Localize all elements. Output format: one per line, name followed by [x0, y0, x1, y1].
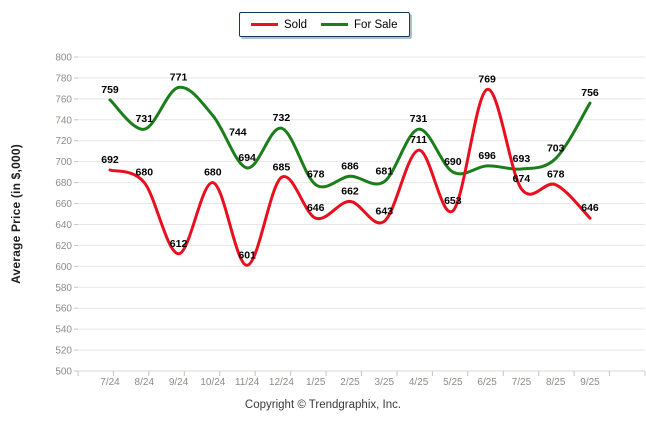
- y-tick-label: 680: [55, 178, 72, 189]
- for-sale-value-label: 732: [273, 112, 291, 124]
- sold-value-label: 769: [478, 73, 496, 85]
- sold-value-label: 674: [513, 173, 531, 185]
- for-sale-value-label: 690: [444, 156, 462, 168]
- for-sale-value-label: 731: [410, 113, 428, 125]
- for-sale-line-swatch: [321, 23, 349, 26]
- x-tick-label: 5/25: [443, 377, 463, 388]
- y-tick-label: 740: [55, 115, 72, 126]
- copyright-text: Copyright © Trendgraphix, Inc.: [244, 399, 402, 411]
- sold-value-label: 612: [170, 238, 188, 250]
- sold-value-label: 601: [238, 249, 256, 261]
- legend-item-for-sale: For Sale: [321, 18, 398, 31]
- sold-value-label: 680: [204, 167, 222, 179]
- legend-label-for-sale: For Sale: [354, 18, 398, 31]
- x-tick-label: 2/25: [340, 377, 360, 388]
- x-tick-label: 4/25: [409, 377, 429, 388]
- x-tick-label: 7/24: [100, 377, 120, 388]
- x-tick-label: 9/24: [169, 377, 189, 388]
- for-sale-value-label: 759: [101, 84, 119, 96]
- for-sale-line: [108, 85, 592, 189]
- y-tick-label: 520: [55, 346, 72, 357]
- y-tick-label: 600: [55, 262, 72, 273]
- x-tick-label: 12/24: [269, 377, 294, 388]
- x-tick-label: 7/25: [512, 377, 532, 388]
- sold-value-label: 646: [307, 202, 325, 214]
- sold-line: [108, 87, 592, 267]
- sold-value-label: 643: [376, 205, 394, 217]
- sold-value-label: 711: [410, 134, 427, 146]
- y-tick-label: 780: [55, 73, 72, 84]
- sold-value-label: 662: [341, 185, 359, 197]
- y-tick-label: 660: [55, 199, 72, 210]
- y-tick-label: 540: [55, 325, 72, 336]
- y-tick-label: 500: [55, 367, 72, 378]
- x-tick-label: 6/25: [477, 377, 497, 388]
- x-tick-label: 8/25: [546, 377, 566, 388]
- for-sale-value-label: 744: [229, 127, 247, 139]
- y-tick-label: 560: [55, 304, 72, 315]
- for-sale-value-label: 703: [547, 143, 565, 155]
- x-tick-label: 10/24: [200, 377, 225, 388]
- for-sale-value-label: 694: [238, 152, 256, 164]
- for-sale-value-label: 681: [376, 166, 394, 178]
- for-sale-value-label: 696: [478, 150, 496, 162]
- for-sale-value-label: 731: [136, 113, 154, 125]
- y-tick-label: 760: [55, 94, 72, 105]
- for-sale-value-label: 756: [581, 87, 599, 99]
- x-tick-label: 9/25: [580, 377, 600, 388]
- sold-line-swatch: [251, 23, 278, 26]
- sold-value-label: 692: [101, 154, 119, 166]
- y-tick-label: 580: [55, 283, 72, 294]
- sold-value-label: 678: [547, 169, 565, 181]
- x-tick-label: 8/24: [135, 377, 155, 388]
- y-tick-label: 700: [55, 157, 72, 168]
- y-axis-title: Average Price (in $,000): [9, 144, 23, 284]
- for-sale-value-label: 771: [170, 71, 188, 83]
- sold-value-label: 653: [444, 195, 462, 207]
- plot-area: 500 520 540 560 580 600 620 640 660 680 700 720 740 7…: [55, 53, 646, 388]
- legend-item-sold: Sold: [251, 19, 307, 31]
- y-tick-label: 800: [55, 53, 72, 64]
- y-tick-label: 720: [55, 136, 72, 147]
- x-tick-label: 1/25: [306, 377, 326, 388]
- legend: Sold For Sale: [239, 12, 410, 37]
- x-tick-label: 3/25: [375, 377, 395, 388]
- for-sale-value-label: 686: [341, 160, 359, 172]
- sold-value-label: 646: [581, 202, 599, 214]
- x-tick-label: 11/24: [235, 377, 260, 388]
- for-sale-value-label: 693: [513, 153, 531, 165]
- legend-label-sold: Sold: [284, 18, 308, 31]
- sold-value-label: 680: [136, 167, 154, 179]
- sold-value-label: 685: [273, 161, 291, 173]
- y-tick-label: 620: [55, 241, 72, 252]
- y-tick-label: 640: [55, 220, 72, 231]
- for-sale-value-label: 678: [307, 169, 325, 181]
